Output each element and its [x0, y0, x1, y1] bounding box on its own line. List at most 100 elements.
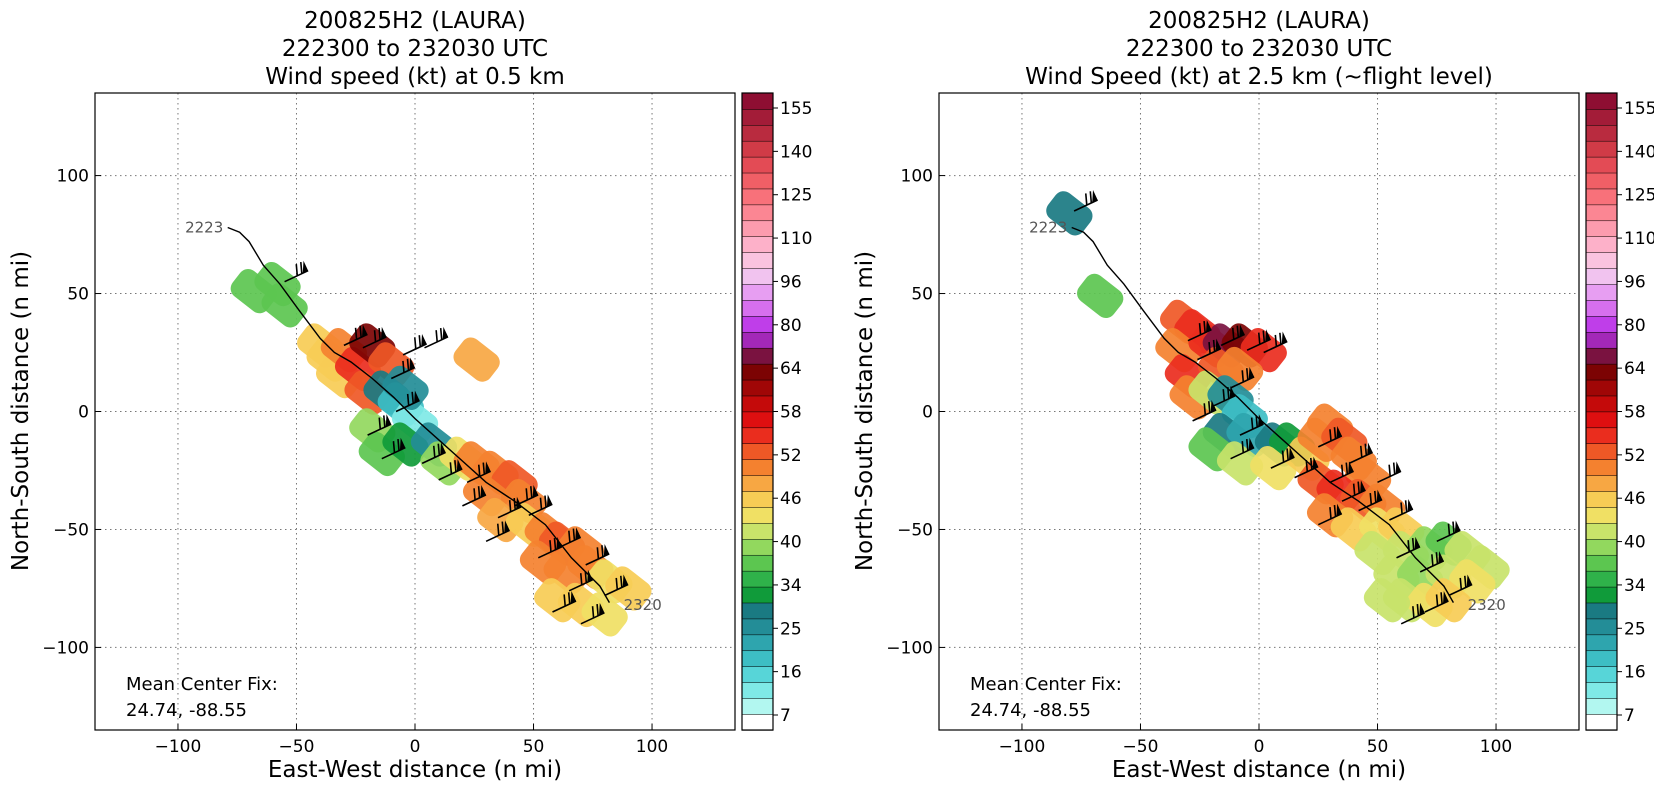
colorbar-bin	[741, 172, 774, 190]
wind-barb	[1073, 190, 1099, 212]
colorbar-bin	[741, 283, 774, 301]
wind-barb	[1317, 503, 1343, 526]
wind-barb	[1230, 437, 1255, 460]
x-tick-label: −100	[999, 737, 1046, 757]
axis-ticks-left: −100 −50 0 50 100 −100 −50 0 50 100	[42, 167, 668, 757]
colorbar-bin	[741, 347, 774, 365]
wind-barb	[556, 527, 582, 550]
wind-barb	[1220, 324, 1246, 347]
wind-barb	[438, 458, 463, 481]
track-time-label: 2320	[1468, 596, 1506, 614]
track-time-label: 2223	[185, 218, 223, 236]
flight-track-line	[1071, 226, 1455, 603]
y-tick-label: −50	[53, 520, 89, 540]
wind-barb	[514, 484, 539, 507]
wind-barb	[1211, 385, 1236, 408]
wind-barb	[1377, 461, 1402, 484]
panel-left: 200825H2 (LAURA) 222300 to 232030 UTC Wi…	[8, 8, 812, 783]
colorbar-bin	[1585, 459, 1618, 476]
colorbar-bin	[741, 538, 774, 556]
center-fix-value: 24.74, -88.55	[970, 700, 1091, 721]
colorbar-bin	[741, 124, 774, 142]
x-tick-label: 100	[636, 737, 668, 757]
wind-barb	[284, 260, 309, 283]
colorbar-bin	[741, 236, 774, 253]
colorbar-tick-label: 46	[1624, 489, 1646, 509]
colorbar-bin	[741, 331, 774, 349]
colorbar-bin	[1585, 267, 1618, 285]
colorbar-bin	[741, 315, 774, 333]
colorbar-bin	[1585, 315, 1618, 333]
wind-barb	[462, 484, 487, 507]
colorbar-bin	[1585, 443, 1618, 460]
colorbar-bin	[741, 459, 774, 476]
colorbar-tick-label: 52	[1624, 446, 1646, 466]
colorbar-bin	[741, 634, 774, 652]
wind-barb	[1270, 447, 1295, 469]
colorbar-tick-label: 110	[1624, 229, 1654, 249]
x-tick-label: 50	[523, 737, 545, 757]
colorbar-bin	[741, 474, 774, 492]
colorbar-bin	[741, 379, 774, 397]
colorbar-tick-label: 96	[1624, 272, 1646, 292]
colorbar-bin	[1585, 427, 1618, 444]
x-tick-label: −50	[1123, 737, 1159, 757]
panel-right: 200825H2 (LAURA) 222300 to 232030 UTC Wi…	[852, 8, 1654, 783]
colorbar-tick-label: 40	[1624, 533, 1646, 553]
wind-barb	[1448, 574, 1473, 597]
colorbar-tick-label: 52	[780, 446, 802, 466]
wind-barb	[1239, 414, 1264, 436]
plot-area-right: 2223 2320	[939, 93, 1579, 730]
colorbar-tick-label: 125	[1624, 186, 1654, 206]
colorbar-right: 155 140 125 110 96 80 64 58 52 46 40 34 25 16 7	[1585, 92, 1654, 731]
wind-barb	[1263, 331, 1288, 354]
colorbar-bin	[741, 92, 774, 110]
colorbar-bin	[741, 427, 774, 444]
colorbar-bin	[741, 554, 774, 572]
colorbar-bin	[1585, 697, 1618, 715]
wind-barb	[390, 357, 416, 380]
wind-swath-cell	[1046, 191, 1093, 236]
colorbar-bin	[1585, 570, 1618, 588]
colorbar-tick-label: 16	[780, 663, 802, 683]
colorbar-bin	[741, 108, 774, 126]
wind-barb	[1246, 329, 1272, 351]
x-tick-label: 0	[1254, 737, 1265, 757]
wind-barb	[381, 437, 406, 460]
colorbar-bin	[1585, 156, 1618, 174]
colorbar-bin	[1585, 713, 1618, 731]
x-axis-label: East-West distance (n mi)	[268, 757, 562, 783]
plot-area-left: 2223 2320	[95, 93, 735, 730]
wind-swath-cell	[1077, 273, 1124, 319]
wind-barb	[1317, 425, 1343, 448]
center-fix-label: Mean Center Fix:	[970, 674, 1122, 695]
colorbar-bin	[1585, 347, 1618, 365]
wind-barb	[1192, 399, 1217, 422]
wind-barb	[485, 520, 511, 543]
colorbar-tick-label: 16	[1624, 663, 1646, 683]
colorbar-left: 155 140 125 110 96 80 64 58 52 46 40 34 25 16 7	[741, 92, 812, 731]
flight-track-line	[227, 226, 611, 603]
wind-barb	[1389, 499, 1414, 521]
wind-barb	[1294, 456, 1319, 479]
x-tick-label: −50	[279, 737, 315, 757]
colorbar-tick-label: 7	[780, 706, 791, 726]
colorbar-tick-label: 58	[1624, 403, 1646, 423]
y-tick-label: −100	[42, 638, 89, 658]
wind-barb	[1424, 591, 1449, 613]
colorbar-bin	[741, 395, 774, 413]
y-axis-label: North-South distance (n mi)	[8, 251, 34, 571]
colorbar-bin	[741, 252, 774, 269]
x-tick-label: −100	[155, 737, 202, 757]
chart-title-line1: 200825H2 (LAURA)	[304, 8, 526, 34]
x-tick-label: 50	[1367, 737, 1389, 757]
axis-ticks-right: −100 −50 0 50 100 −100 −50 0 50 100	[886, 167, 1512, 757]
colorbar-tick-label: 96	[780, 272, 802, 292]
colorbar-bin	[741, 267, 774, 285]
track-time-label: 2320	[624, 596, 662, 614]
wind-barb	[1187, 319, 1212, 342]
colorbar-bin	[741, 602, 774, 620]
wind-swath-cell	[1425, 578, 1472, 623]
